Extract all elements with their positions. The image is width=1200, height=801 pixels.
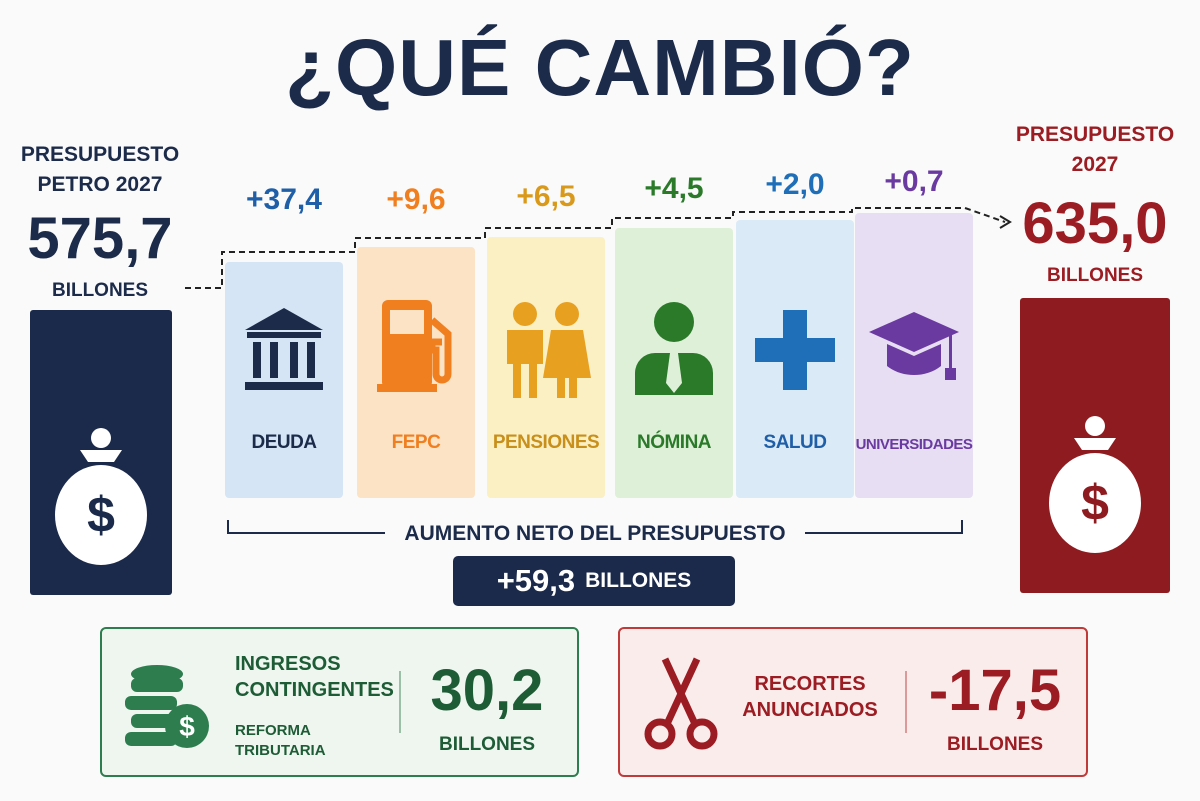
end-label-line: 2027: [1071, 153, 1119, 176]
item-label: NÓMINA: [636, 432, 712, 453]
divider: [905, 671, 907, 733]
start-label-line: PRESUPUESTO: [20, 143, 180, 166]
item-label: SALUD: [763, 432, 827, 453]
net-amount: +59,3: [496, 563, 576, 598]
item-label: FEPC: [391, 432, 441, 453]
item-label: DEUDA: [251, 432, 317, 453]
svg-text:$: $: [1081, 475, 1109, 531]
svg-text:$: $: [87, 487, 115, 543]
cuts-title-line: RECORTES: [754, 673, 866, 695]
start-amount: 575,7: [27, 206, 173, 271]
item-column: [225, 262, 343, 498]
end-unit: BILLONES: [1046, 265, 1144, 286]
cuts-title-line: ANUNCIADOS: [742, 699, 878, 721]
money-bag-icon: $: [55, 428, 147, 565]
end-amount: 635,0: [1022, 191, 1168, 256]
cuts-unit: BILLONES: [946, 734, 1044, 755]
income-subtitle-line: TRIBUTARIA: [235, 742, 326, 759]
cuts-card: RECORTES ANUNCIADOS -17,5 BILLONES: [618, 627, 1088, 777]
item-label: UNIVERSIDADES: [855, 436, 973, 453]
item-change: +0,7: [884, 165, 944, 198]
start-box: $: [30, 310, 172, 595]
income-unit: BILLONES: [438, 734, 536, 755]
start-label: PRESUPUESTO PETRO 2027: [10, 140, 190, 200]
start-label-line: PETRO 2027: [37, 173, 163, 196]
svg-text:$: $: [179, 711, 195, 742]
divider: [399, 671, 401, 733]
coins-icon: $: [125, 665, 209, 748]
item-change: +37,4: [246, 183, 322, 216]
item-label: PENSIONES: [492, 432, 600, 453]
income-title-line: CONTINGENTES: [235, 679, 394, 701]
net-unit: BILLONES: [585, 569, 692, 592]
bank-icon: [245, 308, 323, 390]
graduation-icon: [869, 312, 959, 380]
income-amount: 30,2: [430, 658, 544, 723]
item-change: +9,6: [386, 183, 446, 216]
net-label: AUMENTO NETO DEL PRESUPUESTO: [404, 522, 786, 545]
item-change: +6,5: [516, 180, 576, 213]
income-subtitle-line: REFORMA: [235, 722, 311, 739]
income-title: INGRESOS CONTINGENTES: [235, 651, 394, 703]
income-subtitle: REFORMA TRIBUTARIA: [235, 721, 326, 761]
person-icon: [635, 302, 713, 395]
health-icon: [755, 310, 835, 390]
net-box: +59,3 BILLONES: [453, 556, 735, 606]
cuts-amount: -17,5: [928, 658, 1062, 723]
item-change: +4,5: [644, 172, 704, 205]
end-label-line: PRESUPUESTO: [1015, 123, 1175, 146]
end-box: $: [1020, 298, 1170, 593]
income-title-line: INGRESOS: [235, 653, 341, 675]
end-label: PRESUPUESTO 2027: [1005, 120, 1185, 180]
income-card: $ INGRESOS CONTINGENTES REFORMA TRIBUTAR…: [100, 627, 579, 777]
item-column: [855, 213, 973, 498]
item-change: +2,0: [765, 168, 825, 201]
scissors-icon: [644, 657, 718, 750]
money-bag-icon: $: [1049, 416, 1141, 553]
cuts-title: RECORTES ANUNCIADOS: [735, 671, 885, 723]
title: ¿QUÉ CAMBIÓ?: [285, 23, 915, 112]
pensions-icon: [507, 302, 591, 398]
start-unit: BILLONES: [51, 280, 149, 301]
fuel-icon: [377, 300, 452, 392]
